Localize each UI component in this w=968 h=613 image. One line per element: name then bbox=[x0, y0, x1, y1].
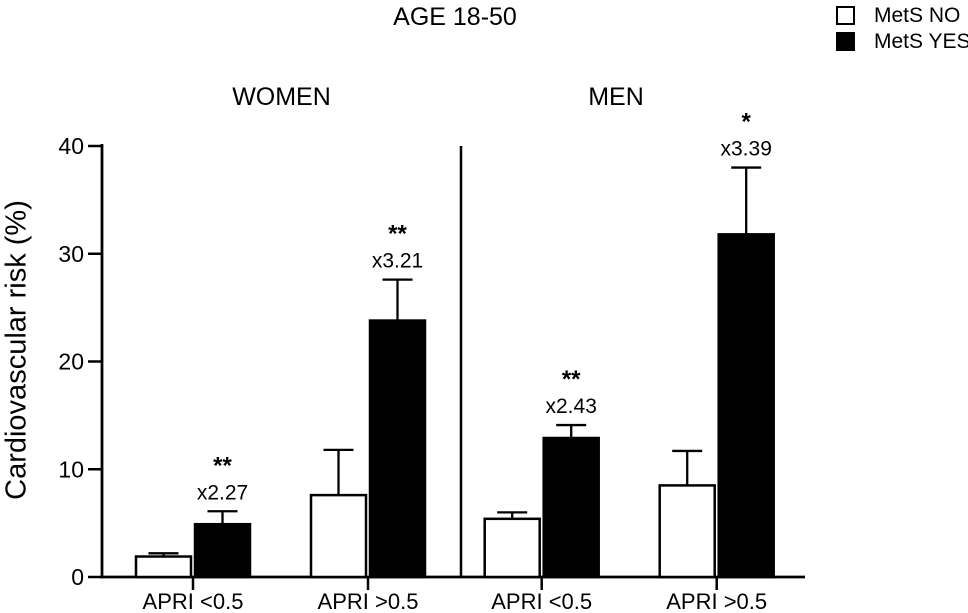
bar-mets-no bbox=[658, 484, 716, 579]
bar-mets-yes bbox=[193, 522, 252, 579]
legend-item-mets-no: MetS NO bbox=[836, 4, 968, 27]
y-tick-label: 40 bbox=[58, 133, 84, 159]
fold-change-label: x3.21 bbox=[372, 250, 423, 273]
significance-stars: * bbox=[742, 109, 752, 136]
y-tick-label: 30 bbox=[58, 241, 84, 267]
panel-title: WOMEN bbox=[232, 83, 331, 111]
category-label: APRI <0.5 bbox=[491, 589, 592, 613]
significance-stars: ** bbox=[388, 221, 407, 248]
legend-swatch-filled-square-icon bbox=[836, 32, 855, 51]
category-label: APRI <0.5 bbox=[143, 589, 244, 613]
bar-mets-yes bbox=[542, 436, 600, 579]
fold-change-label: x2.27 bbox=[197, 481, 248, 504]
significance-stars: ** bbox=[562, 366, 581, 393]
category-label: APRI >0.5 bbox=[318, 589, 419, 613]
legend: MetS NO MetS YES bbox=[836, 4, 968, 58]
legend-label: MetS YES bbox=[874, 30, 968, 53]
fold-change-label: x2.43 bbox=[546, 395, 597, 418]
y-tick-label: 0 bbox=[71, 564, 84, 590]
bar-mets-no bbox=[309, 493, 368, 579]
legend-label: MetS NO bbox=[874, 4, 961, 27]
y-tick-label: 10 bbox=[58, 456, 84, 482]
legend-item-mets-yes: MetS YES bbox=[836, 30, 968, 53]
bar-mets-yes bbox=[368, 319, 427, 579]
legend-swatch-open-square-icon bbox=[836, 6, 855, 25]
fold-change-label: x3.39 bbox=[721, 138, 772, 161]
bar-mets-yes bbox=[717, 233, 775, 579]
bar-mets-no bbox=[483, 517, 541, 579]
category-label: APRI >0.5 bbox=[666, 589, 767, 613]
chart-title: AGE 18-50 bbox=[393, 3, 517, 31]
y-tick-label: 20 bbox=[58, 349, 84, 375]
panel-title: MEN bbox=[588, 83, 644, 111]
significance-stars: ** bbox=[213, 452, 232, 479]
bar-mets-no bbox=[134, 555, 193, 579]
